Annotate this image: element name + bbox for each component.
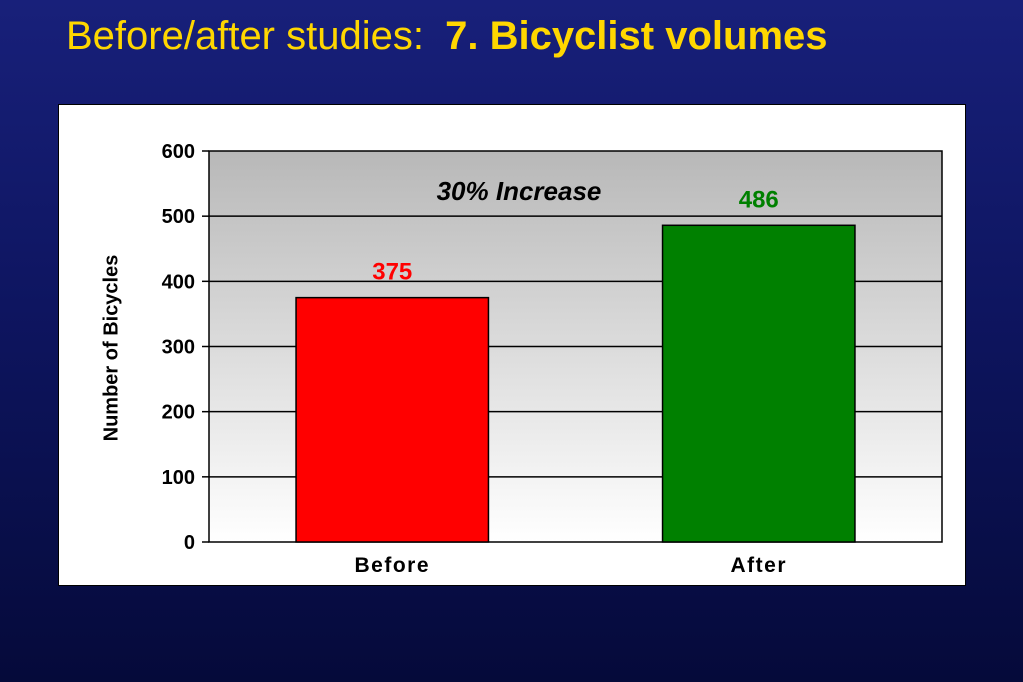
y-tick-label: 0 bbox=[184, 532, 195, 554]
y-tick-label: 100 bbox=[162, 467, 195, 489]
increase-annotation: 30% Increase bbox=[437, 176, 602, 206]
y-tick-label: 600 bbox=[162, 141, 195, 163]
y-tick-label: 400 bbox=[162, 271, 195, 293]
x-category-label: Before bbox=[354, 554, 430, 577]
y-tick-label: 200 bbox=[162, 402, 195, 424]
slide-title: Before/after studies: 7. Bicyclist volum… bbox=[66, 14, 828, 59]
chart-panel: 0 100 200 300 400 500 600 375 Before 486 After 30… bbox=[58, 104, 966, 586]
data-label-before: 375 bbox=[372, 259, 412, 286]
y-axis-label: Number of Bicycles bbox=[100, 254, 123, 442]
bar-chart: 0 100 200 300 400 500 600 375 Before 486 After 30… bbox=[162, 141, 943, 577]
slide-title-bold: 7. Bicyclist volumes bbox=[445, 14, 828, 58]
y-tick-label: 300 bbox=[162, 337, 195, 359]
y-tick-label: 500 bbox=[162, 206, 195, 228]
slide-title-regular: Before/after studies: bbox=[66, 14, 424, 58]
bar-before bbox=[295, 296, 490, 543]
bar-after bbox=[661, 224, 856, 543]
data-label-after: 486 bbox=[739, 186, 779, 213]
x-category-label: After bbox=[730, 554, 787, 577]
